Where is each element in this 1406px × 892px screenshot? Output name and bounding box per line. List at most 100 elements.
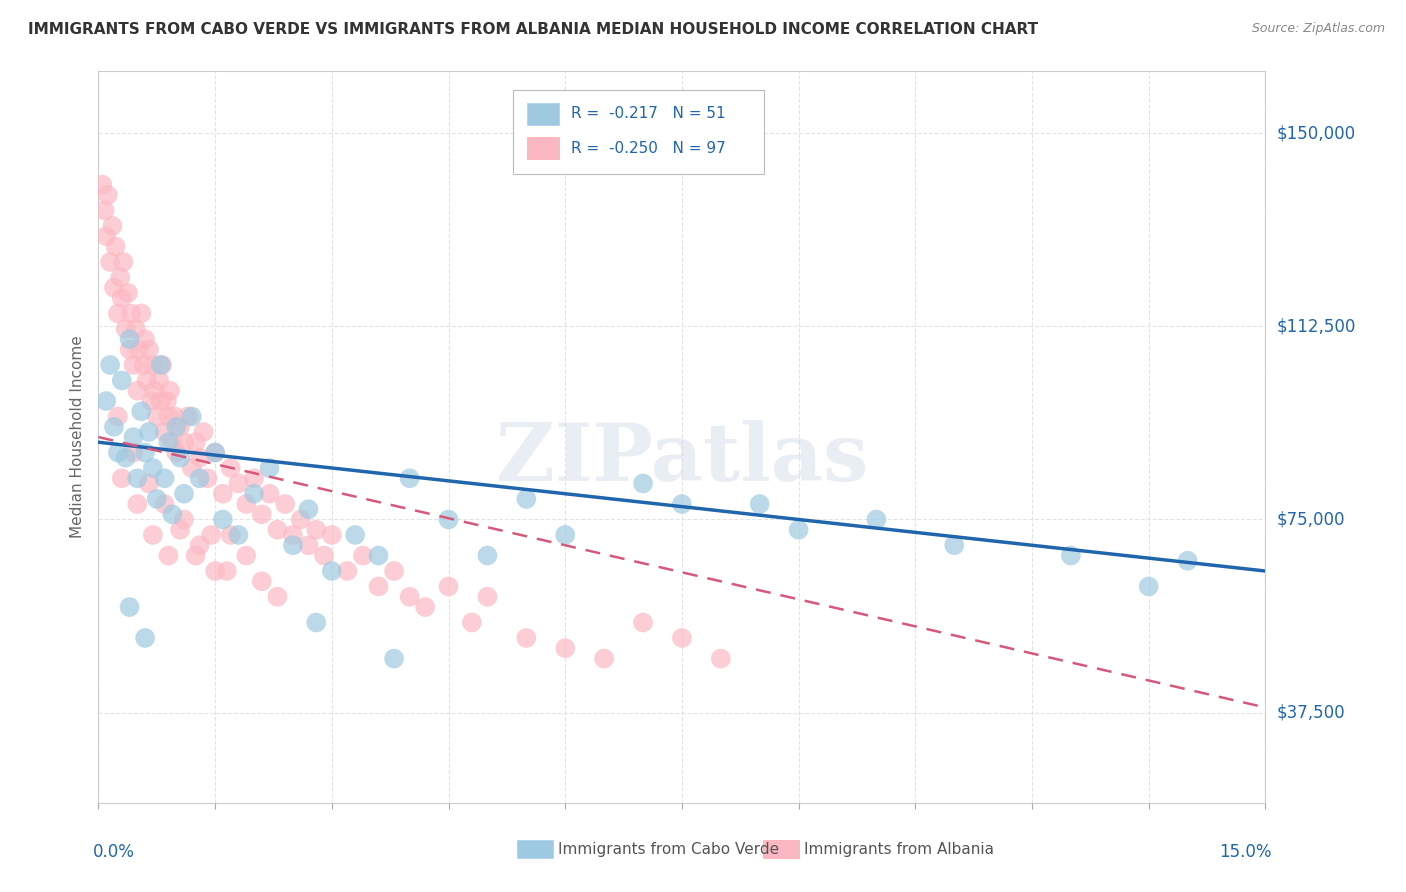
- Point: [266, 590, 288, 604]
- Point: [148, 373, 170, 387]
- Point: [259, 487, 281, 501]
- Point: [157, 435, 180, 450]
- Point: [108, 270, 131, 285]
- Point: [162, 435, 184, 450]
- Point: [312, 549, 335, 563]
- Point: [184, 435, 207, 450]
- Point: [142, 358, 165, 372]
- Point: [153, 425, 176, 439]
- Point: [153, 497, 176, 511]
- Point: [177, 409, 200, 424]
- Text: R =  -0.250   N = 97: R = -0.250 N = 97: [571, 141, 725, 156]
- Point: [146, 491, 169, 506]
- Point: [593, 651, 616, 665]
- Point: [219, 461, 242, 475]
- Point: [477, 549, 499, 563]
- Point: [165, 445, 187, 459]
- Point: [188, 538, 211, 552]
- Point: [163, 409, 186, 424]
- Point: [671, 497, 693, 511]
- FancyBboxPatch shape: [513, 90, 763, 174]
- Text: Immigrants from Albania: Immigrants from Albania: [804, 842, 994, 856]
- Point: [120, 306, 142, 320]
- Point: [138, 476, 160, 491]
- Point: [153, 471, 176, 485]
- Point: [162, 508, 184, 522]
- Point: [461, 615, 484, 630]
- Point: [204, 564, 226, 578]
- Point: [122, 445, 145, 459]
- Point: [122, 430, 145, 444]
- Point: [515, 631, 537, 645]
- Point: [1177, 554, 1199, 568]
- Point: [173, 487, 195, 501]
- Point: [321, 528, 343, 542]
- Point: [157, 409, 180, 424]
- Point: [193, 425, 215, 439]
- Point: [266, 523, 288, 537]
- Point: [118, 332, 141, 346]
- Point: [169, 523, 191, 537]
- Point: [212, 512, 235, 526]
- Point: [437, 512, 460, 526]
- Point: [118, 343, 141, 357]
- Point: [96, 229, 118, 244]
- Point: [204, 445, 226, 459]
- Text: $150,000: $150,000: [1277, 124, 1355, 142]
- Point: [554, 641, 576, 656]
- Point: [477, 590, 499, 604]
- Point: [184, 549, 207, 563]
- Point: [98, 255, 121, 269]
- Point: [142, 461, 165, 475]
- Point: [103, 281, 125, 295]
- Point: [149, 394, 172, 409]
- Point: [138, 425, 160, 439]
- Point: [250, 508, 273, 522]
- Point: [150, 358, 173, 372]
- Point: [134, 631, 156, 645]
- Point: [173, 512, 195, 526]
- Text: IMMIGRANTS FROM CABO VERDE VS IMMIGRANTS FROM ALBANIA MEDIAN HOUSEHOLD INCOME CO: IMMIGRANTS FROM CABO VERDE VS IMMIGRANTS…: [28, 22, 1038, 37]
- Point: [710, 651, 733, 665]
- Point: [111, 373, 134, 387]
- Point: [297, 538, 319, 552]
- Point: [112, 255, 135, 269]
- Point: [169, 450, 191, 465]
- Point: [128, 343, 150, 357]
- Point: [215, 564, 238, 578]
- Point: [235, 497, 257, 511]
- Point: [129, 404, 152, 418]
- Point: [98, 358, 121, 372]
- Point: [297, 502, 319, 516]
- Point: [129, 306, 152, 320]
- Point: [122, 358, 145, 372]
- Point: [101, 219, 124, 233]
- Point: [93, 203, 115, 218]
- Point: [159, 384, 181, 398]
- Point: [290, 512, 312, 526]
- Point: [188, 450, 211, 465]
- Point: [437, 579, 460, 593]
- Point: [141, 394, 163, 409]
- Point: [281, 528, 304, 542]
- Point: [114, 450, 136, 465]
- Text: 15.0%: 15.0%: [1219, 843, 1271, 861]
- Point: [344, 528, 367, 542]
- Point: [96, 394, 118, 409]
- Point: [336, 564, 359, 578]
- Point: [250, 574, 273, 589]
- Point: [127, 471, 149, 485]
- Point: [219, 528, 242, 542]
- Point: [274, 497, 297, 511]
- Point: [180, 461, 202, 475]
- Point: [367, 579, 389, 593]
- Point: [352, 549, 374, 563]
- Point: [865, 512, 887, 526]
- Point: [382, 564, 405, 578]
- Text: $37,500: $37,500: [1277, 704, 1346, 722]
- Point: [515, 491, 537, 506]
- Point: [228, 528, 250, 542]
- Point: [1060, 549, 1083, 563]
- Point: [134, 332, 156, 346]
- Point: [631, 476, 654, 491]
